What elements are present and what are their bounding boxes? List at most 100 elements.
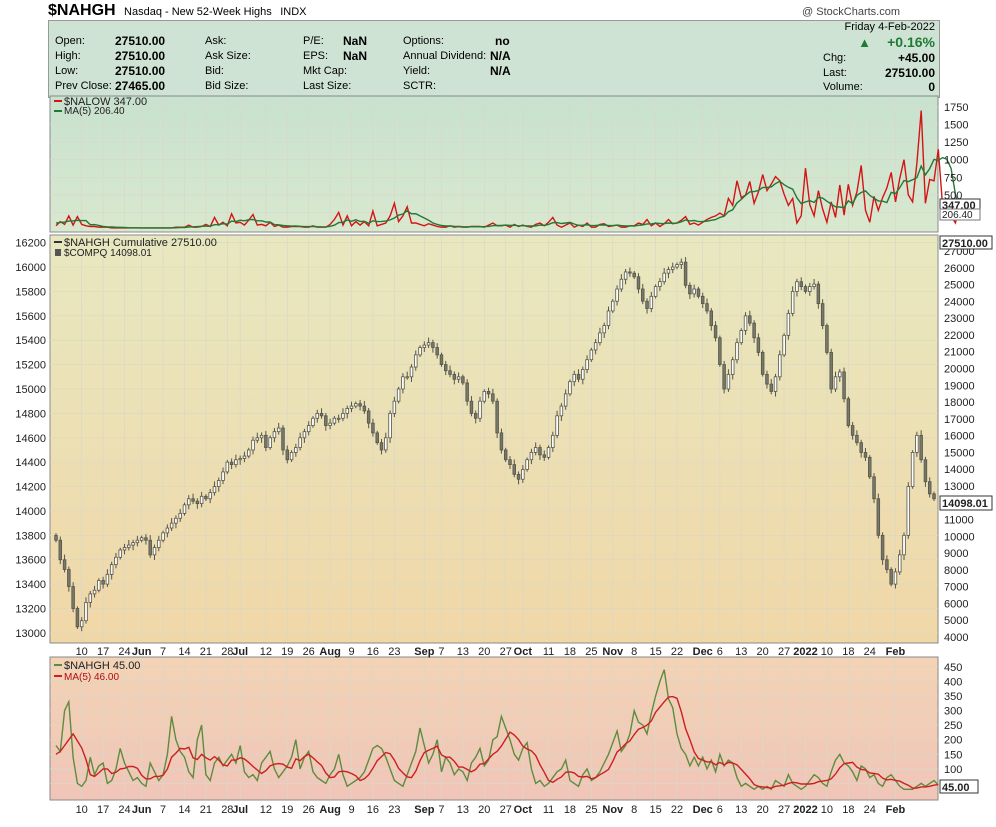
candle-body [842, 371, 846, 400]
candle-body [649, 295, 654, 309]
candle-body [127, 544, 131, 548]
y-tick-label-left: 13200 [15, 604, 46, 616]
candle-body [238, 458, 242, 461]
x-tick-label: 10 [821, 804, 833, 816]
y-tick-label-right: 21000 [944, 347, 975, 359]
candle-body [533, 447, 538, 453]
candle-body [803, 286, 808, 292]
x-tick-label: Nov [602, 646, 624, 658]
candle-body [508, 459, 512, 466]
candle-body [379, 442, 384, 451]
x-tick-label: 9 [348, 646, 354, 658]
candle-body [388, 412, 392, 439]
x-tick-label: 20 [757, 804, 769, 816]
candle-body [298, 437, 302, 448]
bid-label: Bid: [205, 65, 224, 77]
y-tick-label-right: 26000 [944, 263, 975, 275]
candle-body [568, 381, 572, 395]
candle-body [366, 410, 371, 424]
candle-body [217, 480, 221, 487]
candle-body [709, 310, 714, 326]
candle-body [251, 439, 255, 451]
x-tick-label: 15 [649, 646, 661, 658]
candle-body [756, 337, 761, 353]
candle-body [576, 373, 581, 380]
candle-body [161, 532, 165, 541]
series-line-ma5 [55, 695, 939, 789]
candle-body [602, 325, 606, 334]
y-tick-label-left: 13000 [15, 628, 46, 640]
candle-body [148, 539, 152, 556]
x-tick-label: Aug [319, 804, 340, 816]
series-line-nahgh [55, 669, 939, 791]
y-tick-label-left: 15800 [15, 286, 46, 298]
bid-size-label: Bid Size: [205, 80, 249, 92]
chart-exchange: INDX [280, 6, 307, 18]
candle-body [808, 286, 812, 292]
candle-body [735, 342, 739, 361]
candle-body [319, 412, 324, 417]
y-tick-label-right: 7000 [944, 582, 968, 594]
x-tick-label: 25 [585, 804, 597, 816]
y-tick-label-left: 16000 [15, 262, 46, 274]
candle-body [272, 431, 277, 439]
quote-panel: Open: 27510.00 High: 27510.00 Low: 27510… [48, 20, 940, 98]
y-tick-label-left: 13400 [15, 579, 46, 591]
candle-body [345, 408, 349, 414]
candle-body [645, 300, 649, 309]
x-tick-label: 21 [200, 804, 212, 816]
y-tick-label-left: 16200 [15, 238, 46, 250]
candle-body [778, 354, 782, 378]
pe-value: NaN [343, 34, 368, 48]
y-tick-label-left: 15600 [15, 311, 46, 323]
candle-body [336, 417, 341, 420]
candle-body [880, 534, 885, 561]
up-triangle-icon: ▲ [858, 35, 871, 50]
x-tick-label: 24 [864, 646, 876, 658]
last-size-label: Last Size: [303, 80, 352, 92]
x-tick-label: 22 [671, 646, 683, 658]
x-tick-label: 17 [97, 646, 109, 658]
candle-body [362, 405, 367, 412]
candle-body [302, 431, 307, 439]
candle-body [182, 504, 187, 514]
candle-body [311, 417, 315, 426]
candle-body [332, 417, 337, 424]
candle-body [414, 354, 418, 368]
x-tick-label: 23 [388, 804, 400, 816]
candle-body [628, 271, 632, 274]
candle-body [585, 359, 589, 370]
candle-body [191, 498, 195, 502]
y-tick-label-right: 23000 [944, 313, 975, 325]
candle-body [139, 537, 144, 541]
x-tick-label: 24 [118, 804, 130, 816]
candle-body [632, 272, 636, 278]
open-value: 27510.00 [115, 34, 166, 48]
candle-body [259, 434, 264, 439]
x-tick-label: 25 [585, 646, 597, 658]
candle-body [157, 539, 161, 548]
panel-nalow [49, 95, 939, 233]
x-tick-label: Nov [602, 804, 624, 816]
candle-body [439, 354, 444, 366]
candle-body [850, 425, 855, 436]
x-tick-label: Jun [132, 646, 152, 658]
y-tick-label: 450 [944, 662, 962, 674]
y-tick-label-right: 6000 [944, 598, 968, 610]
x-tick-label: 16 [367, 646, 379, 658]
candle-body [405, 376, 409, 379]
candle-body [328, 422, 332, 426]
x-tick-label: 7 [438, 646, 444, 658]
chart-symbol: $NAHGH [48, 2, 116, 19]
nahgh-last-value: 45.00 [942, 782, 970, 794]
x-tick-label: 18 [842, 646, 854, 658]
volume-value: 0 [928, 80, 935, 94]
x-tick-label: Jun [132, 804, 152, 816]
change-percent: +0.16% [887, 34, 935, 50]
x-tick-label: 13 [735, 646, 747, 658]
x-tick-label: 26 [303, 646, 315, 658]
candle-body [208, 492, 212, 500]
candle-body [482, 391, 487, 402]
candle-body [820, 303, 825, 326]
main-last-value: 27510.00 [942, 238, 988, 250]
